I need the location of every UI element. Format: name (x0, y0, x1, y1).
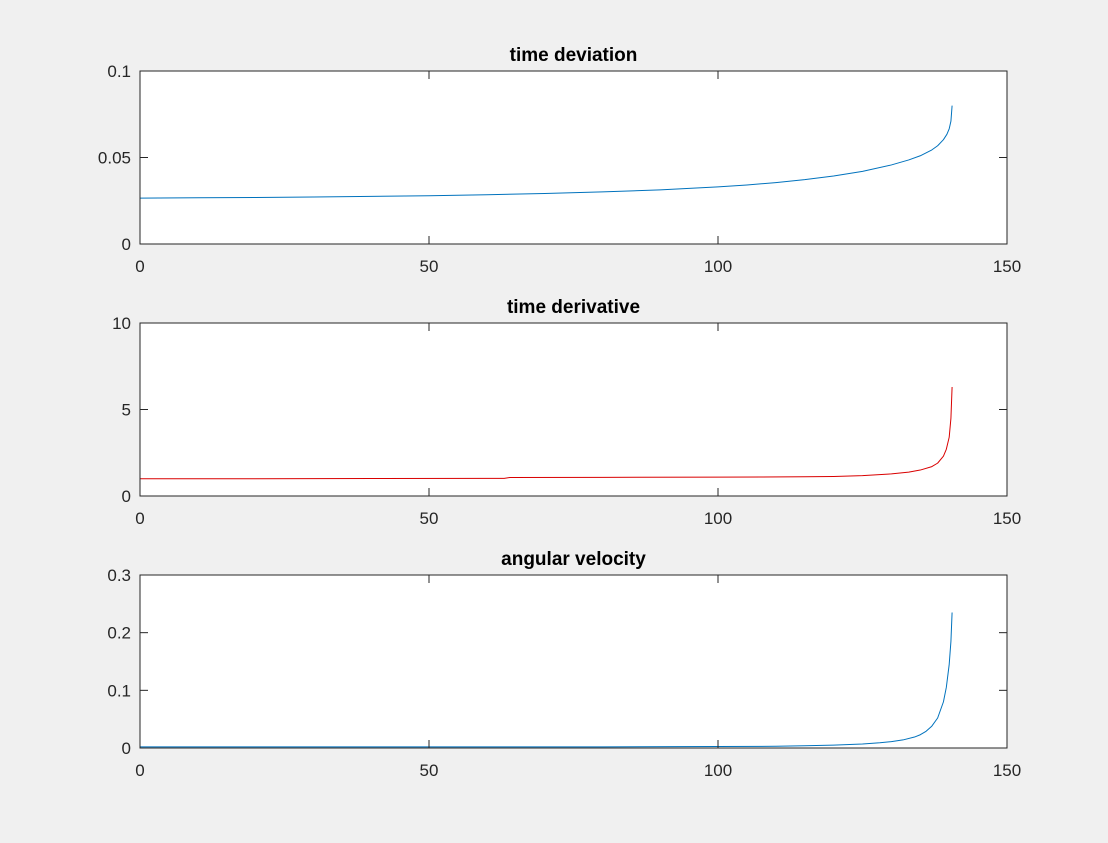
x-tick-label: 150 (993, 257, 1021, 276)
plot-area (140, 323, 1007, 496)
x-tick-label: 0 (135, 761, 144, 780)
x-tick-label: 0 (135, 509, 144, 528)
axes-box (139, 574, 1008, 749)
x-tick-label: 150 (993, 509, 1021, 528)
x-tick-label: 100 (704, 257, 732, 276)
subplot-3: 0 50 100 150 0 0.1 0.2 0.3 angular velocity (107, 549, 1021, 780)
x-tick-label: 0 (135, 257, 144, 276)
subplot-1: 0 50 100 150 0 0.05 0.1 time deviation (98, 45, 1021, 276)
x-tick-label: 50 (420, 509, 439, 528)
plot-title: time deviation (510, 45, 638, 66)
y-tick-label: 5 (122, 401, 131, 420)
plot-area (140, 71, 1007, 244)
y-tick-label: 0.3 (107, 566, 131, 585)
y-tick-label: 0.1 (107, 62, 131, 81)
y-tick-label: 10 (112, 314, 131, 333)
y-tick-label: 0.2 (107, 624, 131, 643)
series-line-1 (140, 612, 953, 748)
y-tick-label: 0.05 (98, 149, 131, 168)
x-tick-label: 50 (420, 257, 439, 276)
x-tick-label: 50 (420, 761, 439, 780)
series-line-1 (139, 105, 953, 199)
y-tick-label: 0 (122, 235, 131, 254)
plot-title: time derivative (507, 297, 640, 318)
y-tick-label: 0.1 (107, 681, 131, 700)
series-line-1 (140, 386, 953, 480)
subplot-2: 0 50 100 150 0 5 10 time derivative (112, 297, 1021, 528)
plot-area (140, 575, 1007, 748)
y-tick-label: 0 (122, 739, 131, 758)
x-tick-label: 100 (704, 509, 732, 528)
plot-title: angular velocity (501, 549, 646, 570)
x-tick-label: 100 (704, 761, 732, 780)
x-tick-label: 150 (993, 761, 1021, 780)
y-tick-label: 0 (122, 487, 131, 506)
